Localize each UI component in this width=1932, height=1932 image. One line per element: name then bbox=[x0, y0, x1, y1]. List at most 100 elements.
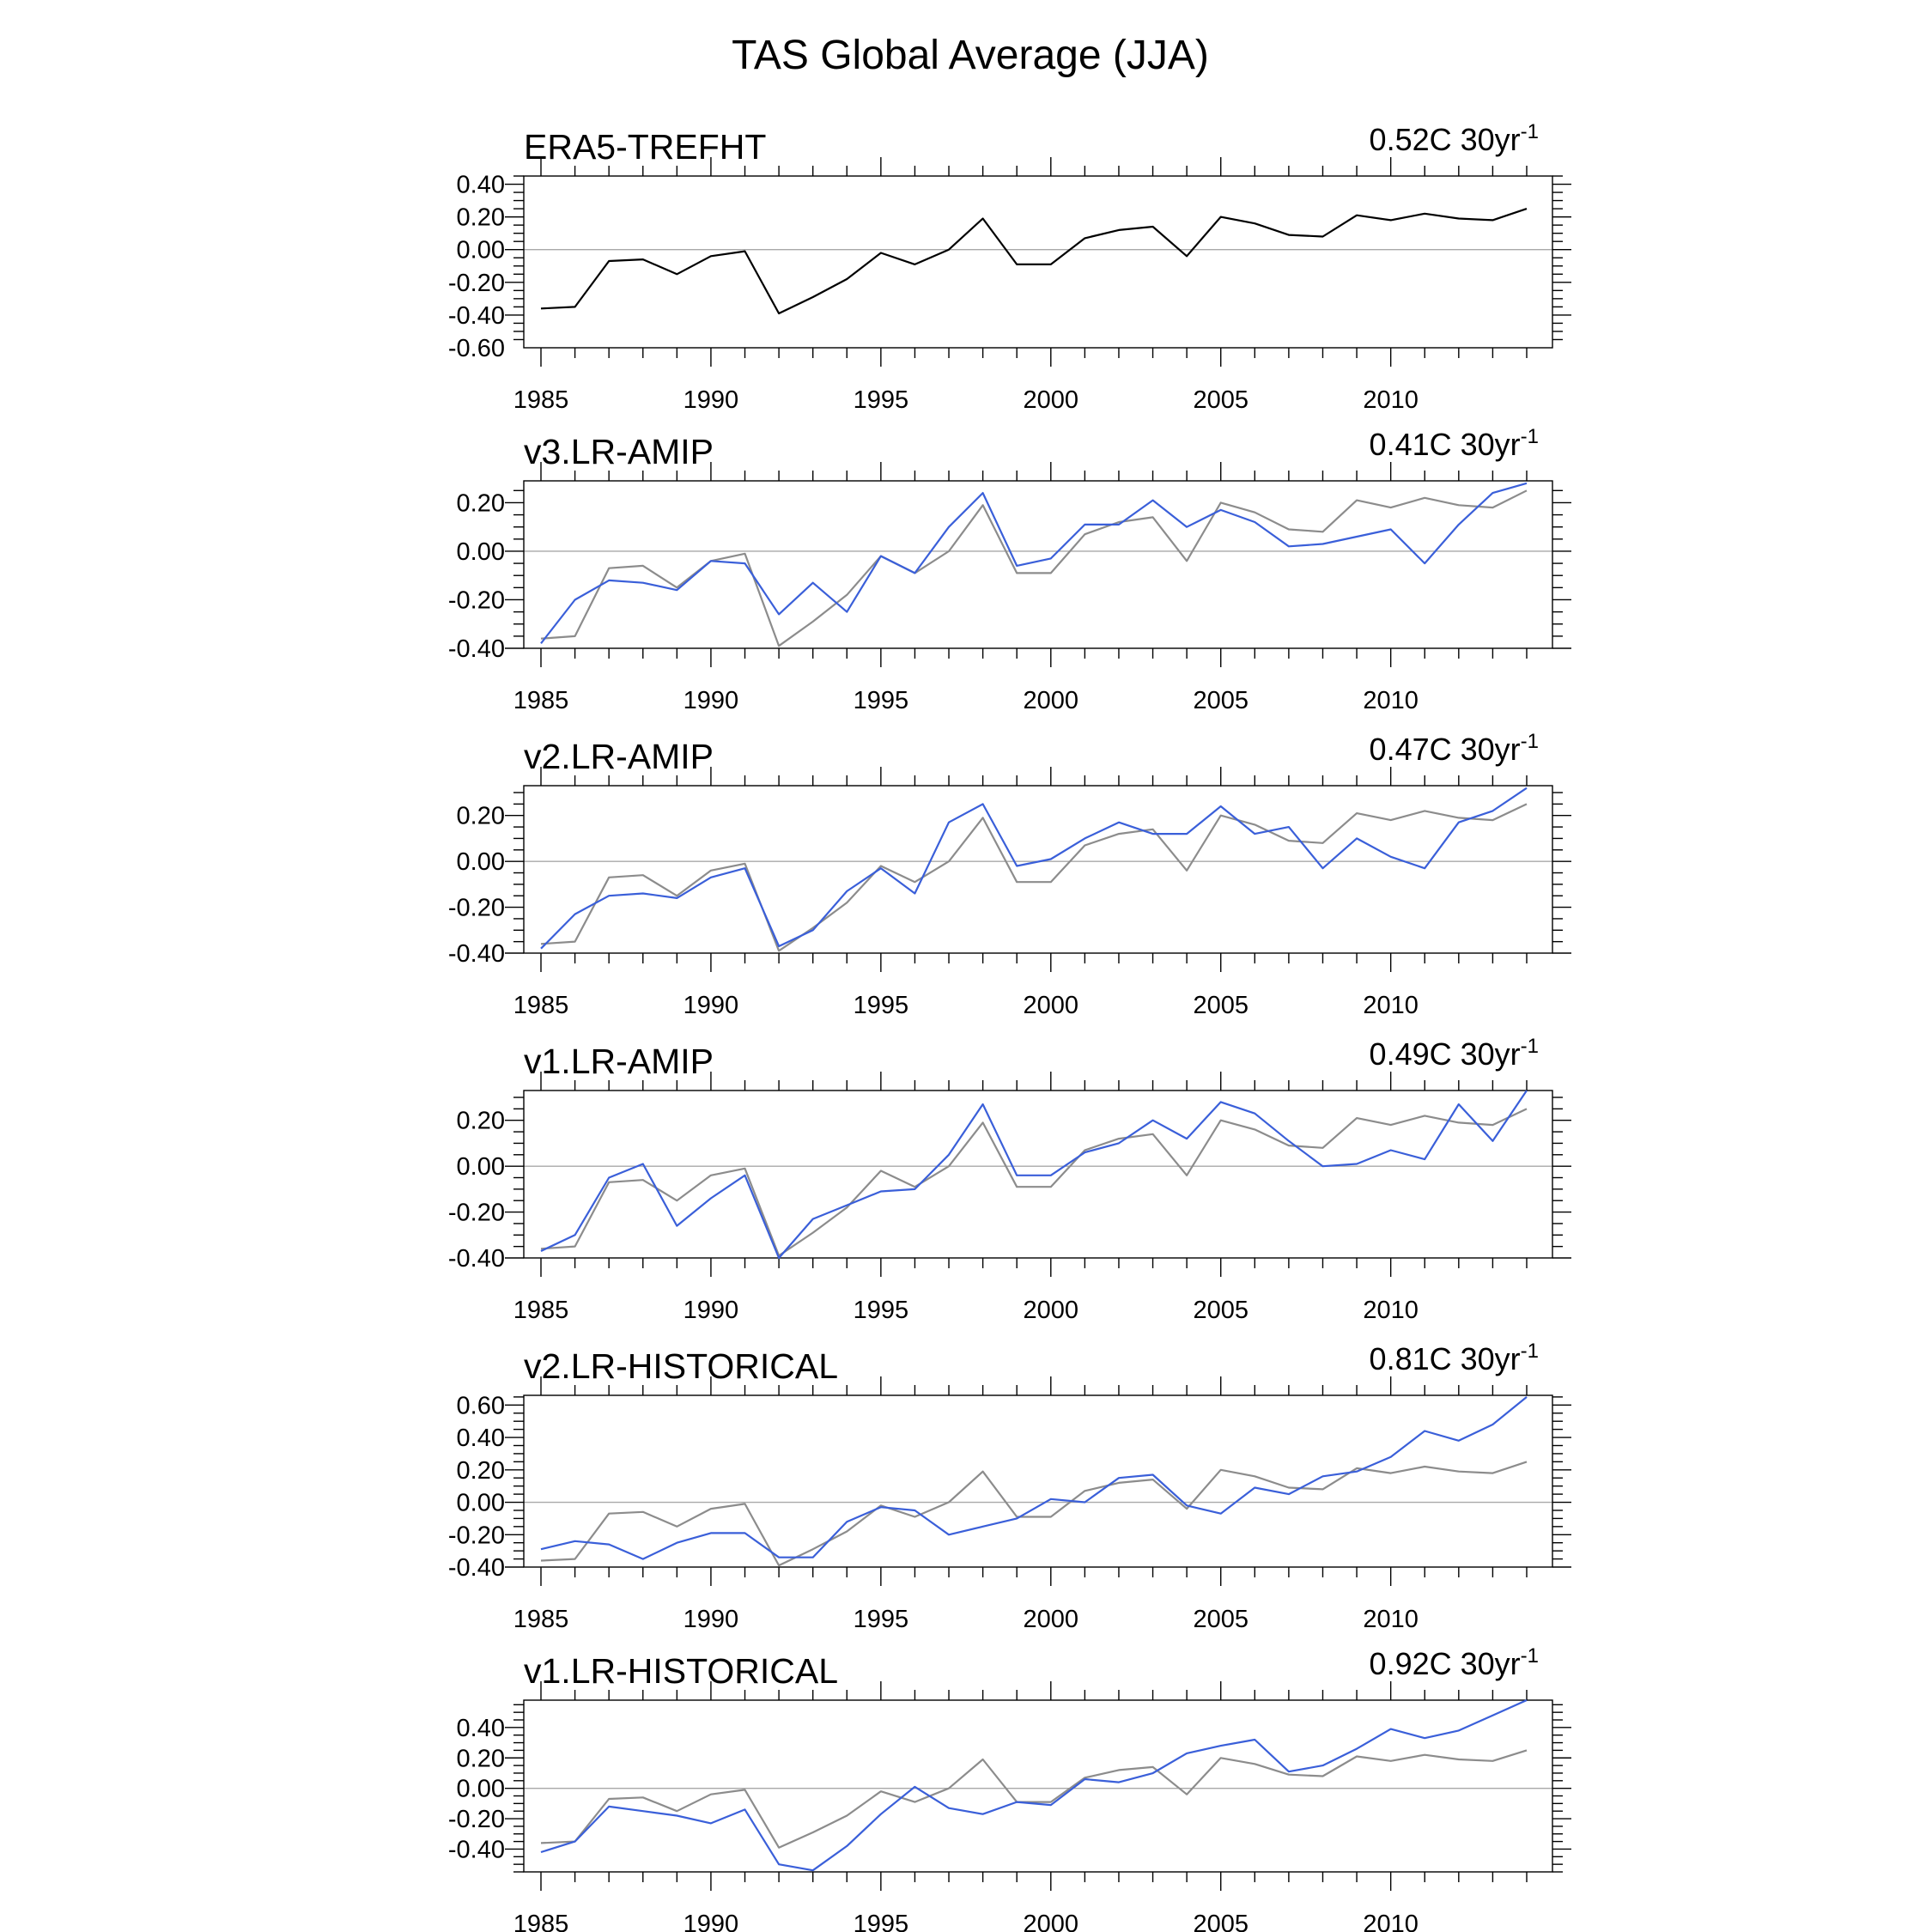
x-tick-label: 1990 bbox=[683, 1911, 739, 1932]
model-series-line bbox=[540, 787, 1528, 950]
x-tick-label: 1990 bbox=[683, 992, 739, 1019]
trend-exponent: -1 bbox=[1521, 730, 1539, 753]
trend-label: 0.92C 30yr-1 bbox=[1370, 1644, 1539, 1681]
x-tick-label: 1990 bbox=[683, 1297, 739, 1324]
x-tick-label: 1985 bbox=[513, 1297, 569, 1324]
trend-label: 0.41C 30yr-1 bbox=[1370, 425, 1539, 462]
x-tick-label: 1985 bbox=[513, 992, 569, 1019]
model-series-line bbox=[540, 1090, 1528, 1260]
x-tick-label: 1995 bbox=[854, 1911, 909, 1932]
x-tick-label: 2000 bbox=[1024, 1297, 1079, 1324]
panel-title: ERA5-TREFHT bbox=[524, 127, 766, 167]
y-tick-label: -0.40 bbox=[448, 635, 505, 663]
trend-label: 0.52C 30yr-1 bbox=[1370, 120, 1539, 157]
figure-title: TAS Global Average (JJA) bbox=[732, 33, 1209, 78]
y-tick-label: 0.00 bbox=[457, 538, 505, 566]
panel-title: v1.LR-AMIP bbox=[524, 1042, 714, 1081]
x-tick-label: 2000 bbox=[1024, 992, 1079, 1019]
y-tick-label: 0.20 bbox=[457, 1108, 505, 1135]
plot-frame bbox=[523, 175, 1553, 349]
y-tick-label: 0.60 bbox=[457, 1392, 505, 1419]
y-tick-label: 0.40 bbox=[457, 1715, 505, 1742]
y-tick-label: 0.20 bbox=[457, 803, 505, 830]
y-tick-label: -0.20 bbox=[448, 1806, 505, 1833]
plot-frame bbox=[523, 1699, 1553, 1873]
x-tick-label: 1985 bbox=[513, 687, 569, 714]
trend-value: 0.41C 30yr bbox=[1370, 427, 1521, 462]
panel-5: v1.LR-HISTORICAL 0.92C 30yr-1 1985 1990 1995… bbox=[448, 1644, 1571, 1932]
trend-value: 0.52C 30yr bbox=[1370, 122, 1521, 157]
y-tick-label: -0.20 bbox=[448, 270, 505, 297]
panel-title: v1.LR-HISTORICAL bbox=[524, 1651, 838, 1691]
x-tick-label: 2010 bbox=[1363, 1297, 1419, 1324]
reference-series-line bbox=[540, 208, 1528, 315]
plot-frame bbox=[523, 785, 1553, 954]
x-tick-label: 2010 bbox=[1363, 386, 1419, 414]
trend-label: 0.81C 30yr-1 bbox=[1370, 1340, 1539, 1376]
y-tick-label: 0.00 bbox=[457, 1776, 505, 1803]
panel-0: ERA5-TREFHT 0.52C 30yr-1 1985 1990 1995 2000 2… bbox=[448, 120, 1571, 414]
y-tick-label: 0.20 bbox=[457, 1457, 505, 1485]
x-tick-label: 2005 bbox=[1193, 1297, 1249, 1324]
panel-2: v2.LR-AMIP 0.47C 30yr-1 1985 1990 1995 2000 20… bbox=[448, 730, 1571, 1019]
model-series-line bbox=[540, 1698, 1528, 1872]
x-tick-label: 2000 bbox=[1024, 687, 1079, 714]
x-tick-label: 1995 bbox=[854, 1606, 909, 1633]
x-tick-label: 1985 bbox=[513, 1606, 569, 1633]
x-tick-label: 2010 bbox=[1363, 1911, 1419, 1932]
trend-value: 0.81C 30yr bbox=[1370, 1341, 1521, 1376]
y-tick-label: 0.40 bbox=[457, 172, 505, 199]
x-tick-label: 2010 bbox=[1363, 992, 1419, 1019]
trend-exponent: -1 bbox=[1521, 1340, 1539, 1363]
model-series-line bbox=[540, 482, 1528, 644]
y-tick-label: -0.40 bbox=[448, 302, 505, 330]
panel-title: v2.LR-HISTORICAL bbox=[524, 1346, 838, 1386]
y-tick-label: -0.40 bbox=[448, 940, 505, 968]
reference-series-line bbox=[540, 489, 1528, 647]
trend-exponent: -1 bbox=[1521, 1644, 1539, 1668]
x-tick-label: 2000 bbox=[1024, 1606, 1079, 1633]
x-tick-label: 1990 bbox=[683, 687, 739, 714]
model-series-line bbox=[540, 1396, 1528, 1560]
y-tick-label: 0.00 bbox=[457, 848, 505, 876]
reference-series-line bbox=[540, 803, 1528, 952]
plot-frame bbox=[523, 480, 1553, 649]
trend-exponent: -1 bbox=[1521, 1035, 1539, 1058]
x-tick-label: 2010 bbox=[1363, 1606, 1419, 1633]
plot-frame bbox=[523, 1090, 1553, 1259]
x-tick-label: 2005 bbox=[1193, 1911, 1249, 1932]
y-tick-label: -0.20 bbox=[448, 895, 505, 922]
reference-series-line bbox=[540, 1461, 1528, 1567]
trend-label: 0.49C 30yr-1 bbox=[1370, 1035, 1539, 1072]
x-tick-label: 1995 bbox=[854, 687, 909, 714]
x-tick-label: 1995 bbox=[854, 386, 909, 414]
y-tick-label: 0.00 bbox=[457, 1153, 505, 1181]
y-tick-label: -0.40 bbox=[448, 1245, 505, 1273]
trend-value: 0.49C 30yr bbox=[1370, 1036, 1521, 1072]
panel-1: v3.LR-AMIP 0.41C 30yr-1 1985 1990 1995 2000 20… bbox=[448, 425, 1571, 714]
y-tick-label: -0.40 bbox=[448, 1554, 505, 1582]
x-tick-label: 2010 bbox=[1363, 687, 1419, 714]
y-tick-label: 0.00 bbox=[457, 1490, 505, 1517]
reference-series-line bbox=[540, 1108, 1528, 1257]
plot-frame bbox=[523, 1394, 1553, 1568]
x-tick-label: 2005 bbox=[1193, 687, 1249, 714]
trend-label: 0.47C 30yr-1 bbox=[1370, 730, 1539, 767]
x-tick-label: 1995 bbox=[854, 1297, 909, 1324]
x-tick-label: 2000 bbox=[1024, 1911, 1079, 1932]
y-tick-label: -0.40 bbox=[448, 1836, 505, 1863]
y-tick-label: 0.40 bbox=[457, 1425, 505, 1452]
panel-title: v3.LR-AMIP bbox=[524, 432, 714, 471]
x-tick-label: 1990 bbox=[683, 1606, 739, 1633]
y-tick-label: 0.20 bbox=[457, 489, 505, 517]
x-tick-label: 2005 bbox=[1193, 386, 1249, 414]
trend-exponent: -1 bbox=[1521, 425, 1539, 448]
panel-3: v1.LR-AMIP 0.49C 30yr-1 1985 1990 1995 2000 20… bbox=[448, 1035, 1571, 1324]
trend-exponent: -1 bbox=[1521, 120, 1539, 143]
y-tick-label: 0.20 bbox=[457, 1745, 505, 1772]
y-tick-label: -0.60 bbox=[448, 335, 505, 362]
x-tick-label: 2005 bbox=[1193, 992, 1249, 1019]
y-tick-label: 0.00 bbox=[457, 237, 505, 264]
